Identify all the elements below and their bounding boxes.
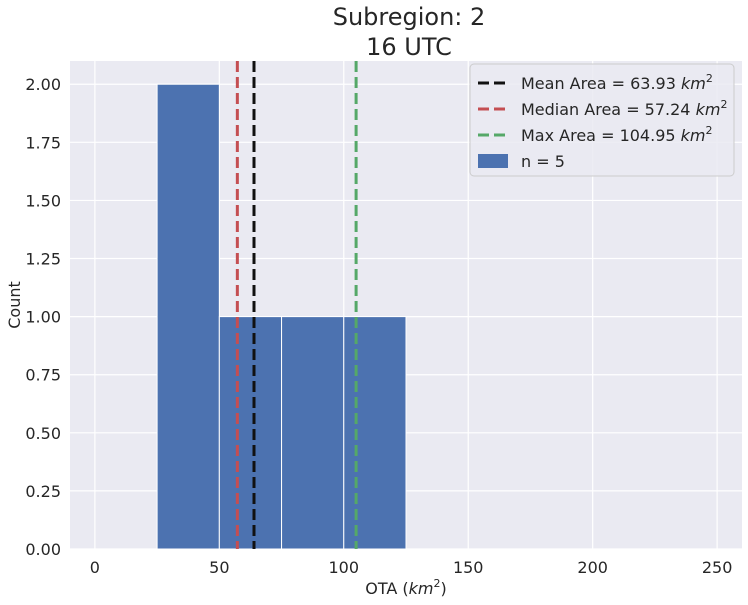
legend-frame xyxy=(469,63,735,177)
y-tick-label: 2.00 xyxy=(25,75,61,94)
x-axis-label: OTA (km2) xyxy=(365,577,447,598)
y-tick-label: 1.00 xyxy=(25,308,61,327)
chart-title-line1: Subregion: 2 xyxy=(333,3,486,31)
legend-bar-swatch xyxy=(478,154,508,168)
chart-title-line2: 16 UTC xyxy=(366,33,452,61)
x-tick-label: 200 xyxy=(577,558,608,577)
y-tick-label: 0.75 xyxy=(25,366,61,385)
y-tick-label: 1.75 xyxy=(25,133,61,152)
histogram-bar xyxy=(218,316,283,550)
x-tick-label: 100 xyxy=(329,558,360,577)
histogram-bars xyxy=(156,83,407,550)
y-tick-label: 1.25 xyxy=(25,250,61,269)
x-axis-ticks: 0 50 100 150 200 250 xyxy=(90,558,733,577)
legend-label: Mean Area = 63.93 km2 xyxy=(521,72,713,93)
y-axis-ticks: 0.00 0.25 0.50 0.75 1.00 1.25 1.50 1.75 2.00 xyxy=(25,75,61,559)
x-axis-label-text: OTA xyxy=(365,579,397,598)
x-tick-label: 50 xyxy=(209,558,229,577)
y-tick-label: 1.50 xyxy=(25,191,61,210)
x-tick-label: 250 xyxy=(702,558,733,577)
histogram-bar xyxy=(281,316,345,550)
x-tick-label: 0 xyxy=(90,558,100,577)
y-axis-label: Count xyxy=(5,281,24,329)
x-tick-label: 150 xyxy=(453,558,484,577)
legend: Mean Area = 63.93 km2 Median Area = 57.24… xyxy=(469,63,735,177)
histogram-bar xyxy=(156,83,220,550)
legend-label: Median Area = 57.24 km2 xyxy=(521,98,727,119)
histogram-bar xyxy=(343,316,407,550)
x-axis-label-unit: km xyxy=(409,579,434,598)
reference-lines xyxy=(235,61,358,549)
y-tick-label: 0.50 xyxy=(25,424,61,443)
x-axis-label-exp: 2 xyxy=(434,577,441,590)
y-tick-label: 0.00 xyxy=(25,540,61,559)
legend-label: Max Area = 104.95 km2 xyxy=(521,124,713,145)
y-tick-label: 0.25 xyxy=(25,482,61,501)
legend-label: n = 5 xyxy=(521,152,565,171)
